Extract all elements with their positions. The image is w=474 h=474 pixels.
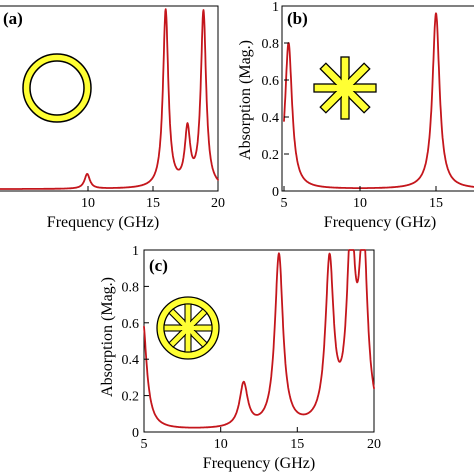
- panel-b-x-tick-label-5: 5: [281, 196, 288, 211]
- panel-b-letter: (b): [287, 9, 308, 28]
- panel-c-x-tick-label-20: 20: [367, 437, 381, 452]
- panel-c-y-tick-label-1: 1: [132, 244, 139, 259]
- panel-a-axes-frame: [0, 5, 219, 192]
- panel-b-y-tick-label-0.8: 0.8: [262, 37, 280, 52]
- panel-b-y-tick-label-1: 1: [272, 0, 279, 15]
- panel-c-y-tick-label-0.4: 0.4: [122, 353, 140, 368]
- panel-b-y-tick-label-0.4: 0.4: [262, 111, 280, 126]
- ring-icon: [22, 53, 92, 123]
- panel-a-x-tick-label-10: 10: [81, 196, 95, 211]
- panel-c-y-tick-label-0.8: 0.8: [122, 280, 140, 295]
- panel-c-x-tick-label-10: 10: [214, 437, 228, 452]
- spoked-wheel-icon: [156, 296, 220, 360]
- panel-b-y-tick-label-0.6: 0.6: [262, 74, 280, 89]
- panel-b-y-tick-label-0.2: 0.2: [262, 148, 280, 163]
- panel-c-y-tick-label-0.2: 0.2: [122, 390, 140, 405]
- panel-a-letter: (a): [3, 9, 23, 28]
- panel-a: 10 15 20 Frequency (GHz) (a): [0, 5, 225, 231]
- panel-a-x-axis-label: Frequency (GHz): [47, 214, 159, 231]
- panel-c-y-tick-label-0: 0: [132, 426, 139, 441]
- panel-c-x-axis-label: Frequency (GHz): [203, 455, 315, 472]
- panel-a-x-tick-label-15: 15: [146, 196, 160, 211]
- panel-c-letter: (c): [149, 256, 168, 275]
- panel-b-x-tick-label-10: 10: [353, 196, 367, 211]
- panel-c-y-axis-label: Absorption (Mag.): [99, 277, 116, 397]
- panel-c-x-tick-label-15: 15: [290, 437, 304, 452]
- panel-c-absorption-line: [143, 249, 375, 429]
- panel-b-x-tick-label-15: 15: [429, 196, 443, 211]
- panel-a-x-tick-label-20: 20: [211, 196, 225, 211]
- panel-a-absorption-line: [0, 8, 219, 190]
- panel-c-x-tick-label-5: 5: [141, 437, 148, 452]
- panel-b-y-axis-label: Absorption (Mag.): [237, 40, 254, 160]
- panel-c-y-tick-label-0.6: 0.6: [122, 317, 140, 332]
- panel-b: 0 0.2 0.4 0.6 0.8 1 5 10 15 Frequency (GHz) A…: [237, 0, 474, 231]
- panel-b-axes-frame: [281, 5, 474, 192]
- panel-b-x-axis-label: Frequency (GHz): [324, 214, 436, 231]
- star-icon: [313, 56, 377, 120]
- panel-b-absorption-line: [283, 12, 474, 190]
- panel-c: 0 0.2 0.4 0.6 0.8 1 5 10 15 20 Frequency (GHz…: [99, 244, 381, 472]
- panel-b-y-tick-label-0: 0: [272, 185, 279, 200]
